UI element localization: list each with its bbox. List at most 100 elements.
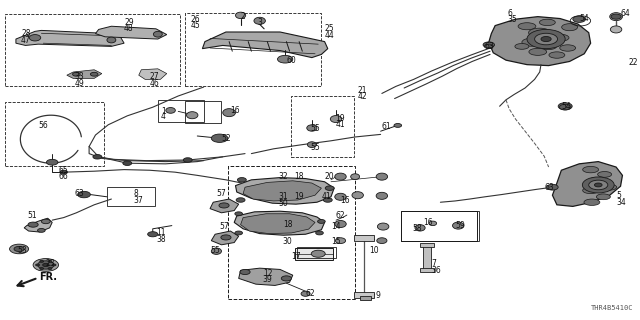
Bar (420, 268, 434, 272)
Text: 48: 48 (124, 24, 134, 33)
Ellipse shape (415, 225, 425, 231)
Text: 61: 61 (382, 122, 392, 131)
Text: 66: 66 (58, 172, 68, 180)
Ellipse shape (301, 291, 310, 296)
Ellipse shape (529, 28, 551, 37)
Circle shape (48, 268, 52, 269)
Ellipse shape (529, 48, 547, 55)
Text: 14: 14 (331, 222, 340, 231)
Bar (360, 296, 371, 300)
Circle shape (183, 158, 192, 162)
Circle shape (40, 268, 44, 269)
Text: THR4B5410C: THR4B5410C (591, 305, 633, 311)
Text: 20: 20 (324, 172, 334, 181)
Circle shape (323, 198, 332, 202)
Text: 38: 38 (156, 235, 166, 244)
Polygon shape (67, 70, 102, 78)
Text: 55: 55 (310, 143, 321, 152)
Circle shape (534, 33, 557, 45)
Text: 37: 37 (134, 196, 143, 204)
Circle shape (611, 14, 621, 19)
Polygon shape (236, 178, 334, 204)
Text: 12: 12 (263, 269, 273, 278)
Text: 21: 21 (358, 86, 367, 95)
Ellipse shape (377, 238, 387, 244)
Bar (184, 13, 321, 86)
Ellipse shape (452, 222, 464, 229)
Circle shape (240, 269, 250, 275)
Ellipse shape (611, 26, 622, 33)
Circle shape (221, 235, 231, 240)
Circle shape (527, 29, 565, 49)
Text: 7: 7 (431, 260, 436, 268)
Text: 34: 34 (616, 198, 626, 207)
Bar (401, 211, 479, 241)
Text: 8: 8 (134, 189, 138, 198)
Text: 45: 45 (191, 21, 201, 30)
Ellipse shape (107, 37, 116, 43)
Circle shape (219, 203, 229, 208)
Text: 42: 42 (358, 92, 367, 101)
Text: 50: 50 (279, 199, 289, 208)
Text: 35: 35 (508, 15, 518, 24)
Circle shape (43, 263, 49, 267)
Text: 46: 46 (150, 79, 159, 88)
Circle shape (236, 198, 245, 202)
Text: 19: 19 (335, 114, 345, 123)
Ellipse shape (335, 193, 346, 200)
Ellipse shape (335, 238, 346, 244)
Circle shape (316, 231, 323, 235)
Polygon shape (239, 268, 292, 285)
Text: 60: 60 (287, 56, 296, 65)
Polygon shape (243, 181, 321, 201)
Text: 41: 41 (335, 120, 345, 129)
Ellipse shape (307, 142, 316, 148)
Text: 11: 11 (156, 228, 165, 237)
Polygon shape (211, 231, 239, 245)
Text: 32: 32 (279, 172, 289, 181)
Text: 16: 16 (340, 196, 350, 204)
Circle shape (123, 161, 132, 165)
Ellipse shape (515, 44, 529, 49)
Text: 47: 47 (21, 36, 31, 44)
Text: 55: 55 (310, 124, 321, 132)
Bar (158, 100, 204, 122)
Text: 19: 19 (294, 192, 303, 201)
Circle shape (558, 103, 572, 110)
Text: 54: 54 (579, 14, 589, 23)
Bar (184, 101, 221, 123)
Text: 2: 2 (241, 12, 245, 20)
Text: 65: 65 (58, 166, 68, 175)
Circle shape (589, 180, 608, 190)
Text: 29: 29 (124, 18, 134, 27)
Text: 16: 16 (230, 106, 240, 115)
Text: 26: 26 (191, 15, 200, 24)
Text: 30: 30 (282, 237, 292, 246)
Bar (107, 187, 155, 206)
Bar (423, 246, 431, 270)
Ellipse shape (394, 124, 402, 127)
Ellipse shape (223, 109, 236, 117)
Circle shape (48, 260, 52, 262)
Text: 17: 17 (291, 252, 301, 261)
Ellipse shape (351, 174, 360, 180)
Circle shape (541, 36, 551, 42)
Text: 59: 59 (455, 221, 465, 230)
Ellipse shape (549, 52, 565, 58)
Ellipse shape (335, 220, 346, 228)
Text: 54: 54 (561, 102, 571, 111)
Ellipse shape (29, 35, 41, 41)
Ellipse shape (352, 192, 364, 199)
Text: 10: 10 (369, 246, 379, 255)
Circle shape (483, 42, 495, 48)
Ellipse shape (186, 112, 198, 119)
Ellipse shape (588, 177, 606, 184)
Ellipse shape (378, 223, 389, 230)
Circle shape (325, 186, 334, 190)
Text: 1: 1 (161, 107, 166, 116)
Polygon shape (202, 32, 328, 58)
Text: 64: 64 (621, 9, 630, 18)
Circle shape (573, 16, 586, 22)
Ellipse shape (596, 194, 611, 200)
Text: 36: 36 (431, 266, 441, 275)
